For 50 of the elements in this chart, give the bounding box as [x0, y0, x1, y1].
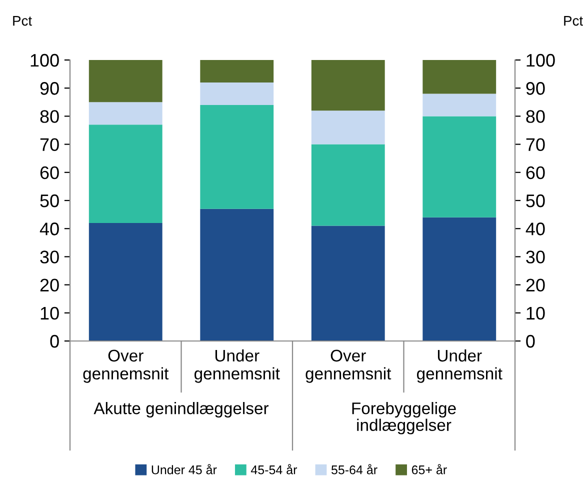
bar — [422, 217, 496, 341]
bar — [422, 60, 496, 94]
y-tick-label: 80 — [40, 110, 59, 123]
legend-label: Under 45 år — [152, 464, 217, 474]
x-tick-label: Under gennemsnit — [194, 349, 280, 383]
bar — [200, 104, 274, 209]
x-tick-label: Under gennemsnit — [416, 349, 502, 383]
bar — [422, 94, 496, 116]
y2-tick-label: 100 — [526, 54, 555, 67]
bar — [88, 102, 162, 125]
bar — [88, 124, 162, 223]
legend-label: 45-54 år — [250, 464, 298, 474]
y2-tick-label: 0 — [526, 334, 535, 348]
y2-tick-label: 10 — [526, 306, 545, 320]
y-tick-label: 50 — [40, 194, 59, 208]
y2-tick-label: 40 — [526, 222, 545, 236]
bar — [200, 208, 274, 341]
x-tick-label: Over gennemsnit — [83, 350, 169, 383]
bar — [311, 60, 385, 111]
text: Forebyggelige indlæggelser — [352, 402, 456, 434]
y-axis-title: Pct — [13, 16, 32, 26]
y-tick-label: 100 — [30, 54, 59, 67]
y-tick-label: 20 — [40, 278, 59, 292]
bar — [422, 116, 496, 218]
y-tick-label: 90 — [40, 82, 59, 95]
y2-axis-title: Pct — [564, 16, 583, 26]
x-tick-label: Over gennemsnit — [306, 350, 392, 383]
bar — [200, 82, 274, 105]
bar — [88, 60, 162, 102]
bar — [311, 110, 385, 144]
legend-label: 55-64 år — [331, 464, 378, 474]
y-tick-label: 60 — [40, 166, 59, 180]
text: Akutte genindlæggelser — [94, 402, 269, 418]
y2-tick-label: 20 — [526, 278, 545, 292]
y-tick-label: 30 — [40, 250, 59, 264]
y-tick-label: 70 — [40, 138, 59, 152]
y2-tick-label: 60 — [526, 166, 545, 180]
y2-tick-label: 90 — [526, 82, 545, 95]
y-tick-label: 40 — [40, 222, 59, 236]
y-tick-label: 0 — [50, 334, 59, 348]
y2-tick-label: 30 — [526, 250, 545, 264]
bar — [311, 144, 385, 226]
bar — [88, 222, 162, 341]
y-tick-label: 10 — [40, 306, 59, 320]
y2-tick-label: 50 — [526, 194, 545, 208]
bar — [311, 226, 385, 341]
y2-tick-label: 70 — [526, 138, 545, 152]
bar — [200, 60, 274, 82]
legend-label: 65+ år — [412, 464, 447, 474]
y2-tick-label: 80 — [526, 110, 545, 123]
